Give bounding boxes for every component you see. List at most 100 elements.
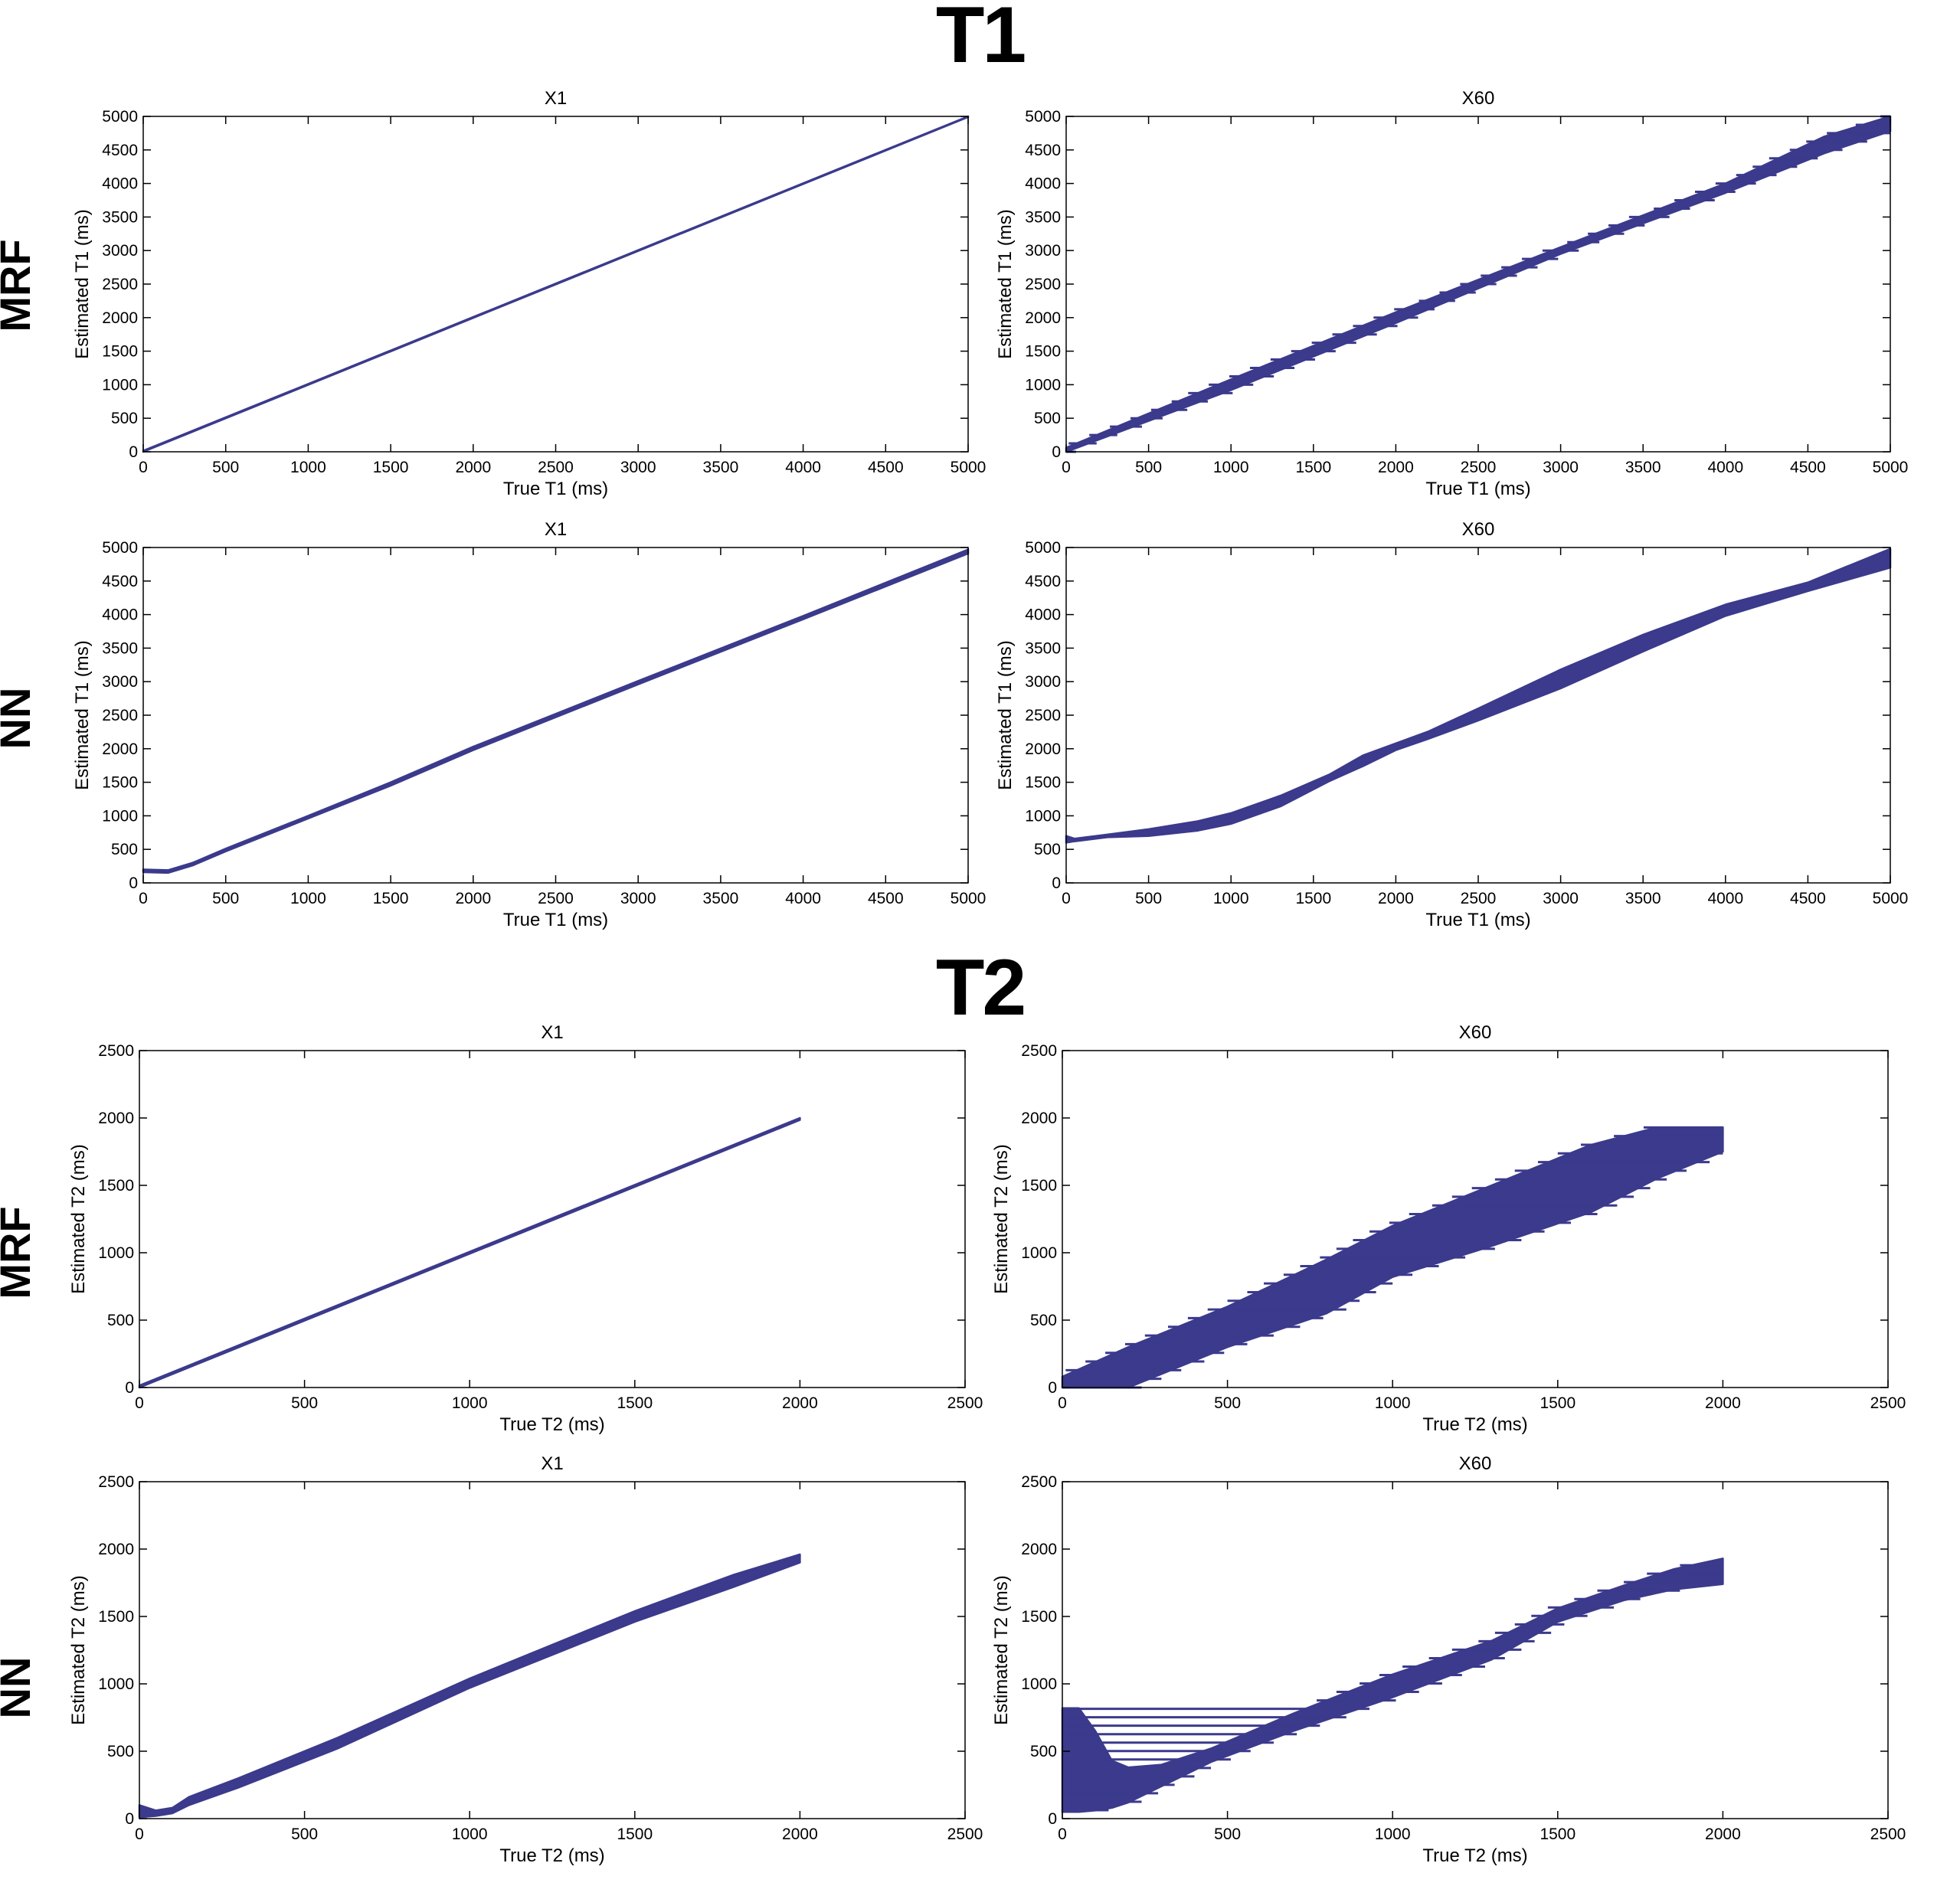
y-tick-label: 0 xyxy=(125,1810,134,1828)
y-tick-label: 4500 xyxy=(1025,573,1061,590)
x-tick-label: 1000 xyxy=(452,1394,488,1412)
x-tick-label: 2000 xyxy=(1705,1394,1741,1412)
y-tick-label: 1000 xyxy=(102,376,138,394)
x-tick-label: 5000 xyxy=(951,890,987,907)
y-tick-label: 1000 xyxy=(1025,807,1061,825)
x-tick-label: 1500 xyxy=(1540,1826,1576,1843)
x-axis-label: True T1 (ms) xyxy=(1425,910,1530,930)
y-tick-label: 1500 xyxy=(98,1608,134,1626)
y-tick-label: 3500 xyxy=(102,639,138,657)
x-tick-label: 1500 xyxy=(617,1826,653,1843)
y-tick-label: 3000 xyxy=(1025,673,1061,691)
x-tick-label: 1000 xyxy=(1375,1394,1411,1412)
y-tick-label: 0 xyxy=(125,1379,134,1397)
x-tick-label: 4500 xyxy=(868,459,904,476)
x-tick-label: 0 xyxy=(139,459,148,476)
x-tick-label: 3500 xyxy=(1625,459,1661,476)
x-tick-label: 1000 xyxy=(1213,890,1249,907)
x-tick-label: 4500 xyxy=(868,890,904,907)
y-tick-label: 1500 xyxy=(1021,1608,1057,1626)
y-tick-label: 0 xyxy=(1052,443,1061,461)
section-title-t1: T1 xyxy=(935,0,1026,80)
x-tick-label: 4500 xyxy=(1790,890,1826,907)
y-tick-label: 5000 xyxy=(1025,539,1061,557)
axes-box xyxy=(139,1481,966,1819)
x-tick-label: 2000 xyxy=(455,459,491,476)
panel-title: X1 xyxy=(545,519,567,540)
x-tick-label: 4000 xyxy=(1707,890,1743,907)
x-tick-label: 2000 xyxy=(1378,459,1414,476)
x-tick-label: 3000 xyxy=(620,890,656,907)
x-tick-label: 500 xyxy=(1214,1394,1241,1412)
x-tick-label: 0 xyxy=(1062,459,1071,476)
x-tick-label: 2000 xyxy=(782,1826,818,1843)
y-tick-label: 0 xyxy=(129,443,138,461)
y-axis-label: Estimated T1 (ms) xyxy=(72,640,93,790)
y-tick-label: 2500 xyxy=(1025,276,1061,293)
x-tick-label: 1500 xyxy=(373,459,409,476)
y-tick-label: 0 xyxy=(1048,1810,1057,1828)
y-axis-label: Estimated T1 (ms) xyxy=(72,209,93,359)
section-title-t2: T2 xyxy=(935,943,1026,1032)
x-tick-label: 4000 xyxy=(785,890,821,907)
x-tick-label: 5000 xyxy=(951,459,987,476)
y-tick-label: 3500 xyxy=(102,208,138,226)
chart-panel-5: 0 500 1000 1500 2000 2500 0 500 1000 1500 2000 2500… xyxy=(991,1022,1906,1435)
x-axis-label: True T2 (ms) xyxy=(499,1845,604,1866)
y-tick-label: 3000 xyxy=(102,673,138,691)
panel-title: X60 xyxy=(1459,1022,1492,1043)
x-tick-label: 5000 xyxy=(1873,890,1909,907)
y-tick-label: 2500 xyxy=(98,1042,134,1060)
y-tick-label: 0 xyxy=(129,874,138,892)
x-tick-label: 2000 xyxy=(455,890,491,907)
y-tick-label: 4000 xyxy=(102,175,138,193)
x-tick-label: 4000 xyxy=(1707,459,1743,476)
series-band xyxy=(1065,547,1892,844)
y-tick-label: 5000 xyxy=(102,539,138,557)
y-tick-label: 2500 xyxy=(102,707,138,724)
x-tick-label: 1500 xyxy=(617,1394,653,1412)
panel-title: X60 xyxy=(1459,1453,1492,1474)
x-tick-label: 3500 xyxy=(703,459,739,476)
x-tick-label: 1000 xyxy=(452,1826,488,1843)
y-tick-label: 500 xyxy=(1034,841,1061,858)
y-tick-label: 0 xyxy=(1048,1379,1057,1397)
y-tick-label: 1000 xyxy=(1025,376,1061,394)
x-tick-label: 2000 xyxy=(1705,1826,1741,1843)
y-tick-label: 500 xyxy=(1030,1312,1057,1329)
x-axis-label: True T2 (ms) xyxy=(1422,1414,1527,1435)
y-tick-label: 4000 xyxy=(102,606,138,624)
y-tick-label: 500 xyxy=(1030,1743,1057,1760)
x-tick-label: 1500 xyxy=(1295,890,1331,907)
y-tick-label: 2500 xyxy=(1021,1473,1057,1491)
y-tick-label: 2500 xyxy=(98,1473,134,1491)
y-tick-label: 500 xyxy=(1034,410,1061,427)
x-tick-label: 500 xyxy=(1135,890,1162,907)
x-tick-label: 2000 xyxy=(1378,890,1414,907)
chart-panel-1: 0 500 1000 1500 2000 2500 3000 3500 4000 4500 5000… xyxy=(995,88,1908,499)
y-axis-label: Estimated T2 (ms) xyxy=(991,1575,1012,1725)
x-tick-label: 2500 xyxy=(1870,1826,1906,1843)
x-tick-label: 1000 xyxy=(1375,1826,1411,1843)
y-tick-label: 5000 xyxy=(102,108,138,126)
series-band xyxy=(142,548,970,874)
x-tick-label: 0 xyxy=(135,1826,144,1843)
y-tick-label: 500 xyxy=(111,410,138,427)
x-tick-label: 1500 xyxy=(1540,1394,1576,1412)
x-tick-label: 2500 xyxy=(538,890,574,907)
chart-panel-7: 0 500 1000 1500 2000 2500 0 500 1000 1500 2000 2500… xyxy=(991,1453,1906,1866)
y-tick-label: 2500 xyxy=(1025,707,1061,724)
y-tick-label: 2000 xyxy=(1021,1110,1057,1127)
x-tick-label: 2500 xyxy=(1870,1394,1906,1412)
axes-box xyxy=(139,1050,966,1388)
x-tick-label: 0 xyxy=(135,1394,144,1412)
series-band xyxy=(1061,1558,1724,1813)
series-band xyxy=(138,1116,801,1389)
y-axis-label: Estimated T2 (ms) xyxy=(991,1144,1012,1294)
x-tick-label: 5000 xyxy=(1873,459,1909,476)
x-axis-label: True T2 (ms) xyxy=(499,1414,604,1435)
x-axis-label: True T1 (ms) xyxy=(503,479,608,499)
y-tick-label: 3000 xyxy=(102,242,138,260)
y-tick-label: 2000 xyxy=(98,1541,134,1558)
